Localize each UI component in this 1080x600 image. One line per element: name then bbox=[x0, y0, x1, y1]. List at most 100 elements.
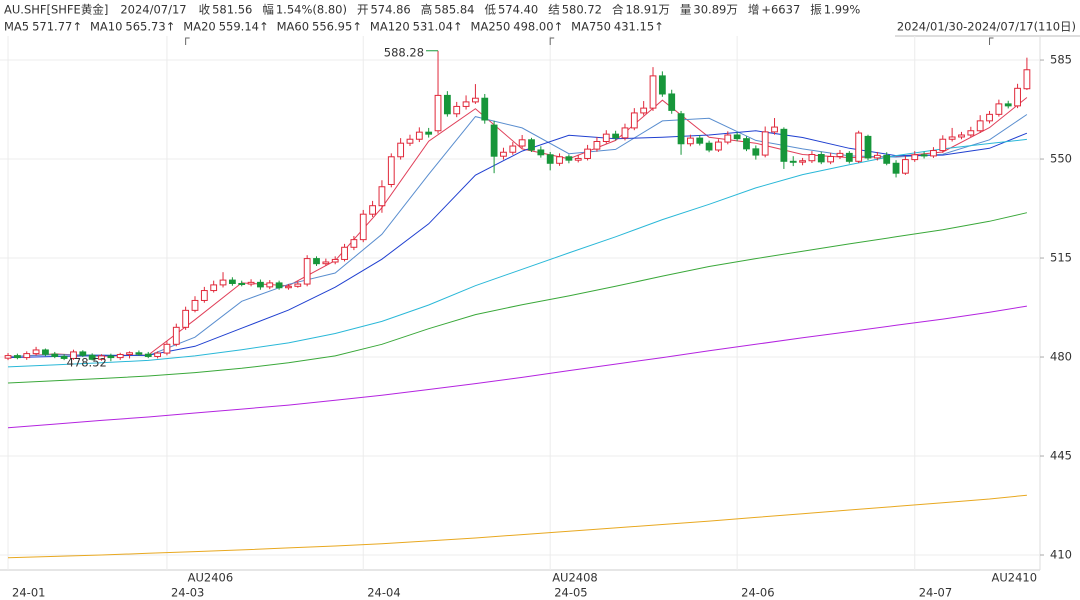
field-value: 1.99% bbox=[824, 3, 861, 17]
candle-body bbox=[687, 137, 694, 145]
candle-body bbox=[247, 281, 255, 285]
contract-label: AU2406 bbox=[188, 571, 234, 585]
candle-body bbox=[341, 246, 348, 260]
candle-body bbox=[948, 136, 956, 140]
candle-body bbox=[163, 343, 171, 354]
candle-body bbox=[182, 309, 190, 328]
candle-body bbox=[1004, 103, 1012, 107]
ma-line bbox=[7, 138, 1027, 368]
candle-body bbox=[658, 75, 666, 95]
legend-name: MA60 bbox=[277, 20, 309, 34]
legend-name: MA250 bbox=[471, 20, 511, 34]
candle-body bbox=[359, 213, 367, 241]
candle-body bbox=[537, 149, 545, 156]
legend-value: 556.95↑ bbox=[312, 20, 362, 34]
candle-body bbox=[116, 353, 124, 359]
legend-name: MA20 bbox=[183, 20, 215, 34]
x-tick-label: 24-07 bbox=[919, 586, 952, 600]
candle-body bbox=[294, 283, 302, 287]
candle-body bbox=[518, 139, 526, 147]
field-value: 580.72 bbox=[562, 3, 602, 17]
x-tick-label: 24-06 bbox=[741, 586, 774, 600]
field-label: 高 bbox=[421, 3, 433, 17]
y-tick-label: 445 bbox=[1050, 449, 1072, 463]
candle-body bbox=[331, 258, 339, 263]
candle-body bbox=[453, 105, 461, 115]
candle-body bbox=[322, 261, 330, 265]
x-tick-label: 24-03 bbox=[171, 586, 204, 600]
y-tick-label: 585 bbox=[1050, 53, 1072, 67]
legend-value: 498.00↑ bbox=[513, 20, 563, 34]
field-value: +6637 bbox=[761, 3, 800, 17]
y-tick-label: 480 bbox=[1050, 350, 1072, 364]
candle-body bbox=[257, 281, 264, 288]
y-tick-label: 515 bbox=[1050, 251, 1072, 265]
candle-body bbox=[574, 157, 582, 161]
candle-body bbox=[845, 152, 853, 162]
candle-body bbox=[668, 93, 676, 111]
field-label: 开 bbox=[357, 3, 369, 17]
candle-body bbox=[911, 154, 919, 161]
field-value: 574.40 bbox=[498, 3, 538, 17]
candle-body bbox=[939, 138, 947, 152]
candle-body bbox=[285, 285, 292, 289]
candle-body bbox=[761, 131, 769, 156]
candle-body bbox=[649, 75, 657, 109]
candle-body bbox=[88, 354, 96, 360]
candle-body bbox=[696, 137, 704, 144]
candle-body bbox=[303, 258, 311, 285]
legend-name: MA120 bbox=[370, 20, 410, 34]
candle-body bbox=[154, 352, 161, 357]
candle-body bbox=[967, 130, 975, 136]
candle-body bbox=[350, 239, 358, 248]
candle-body bbox=[228, 279, 236, 284]
candle-body bbox=[4, 355, 12, 359]
candle-body bbox=[397, 142, 405, 158]
candle-body bbox=[378, 186, 386, 207]
max-label: 588.28 bbox=[384, 45, 424, 59]
contract-marker bbox=[549, 37, 555, 45]
candle-body bbox=[135, 352, 143, 355]
legend-name: MA5 bbox=[4, 20, 29, 34]
contract-label: AU2408 bbox=[552, 571, 598, 585]
field-label: 量 bbox=[680, 3, 692, 17]
candle-body bbox=[32, 349, 40, 355]
field-label: 结 bbox=[548, 3, 560, 17]
candle-body bbox=[387, 156, 395, 185]
y-tick-label: 550 bbox=[1050, 152, 1072, 166]
candle-body bbox=[434, 94, 442, 132]
candle-body bbox=[836, 152, 844, 157]
legend-name: MA750 bbox=[571, 20, 611, 34]
field-value: 574.86 bbox=[370, 3, 410, 17]
candle-body bbox=[509, 145, 517, 153]
candle-body bbox=[98, 355, 105, 360]
candle-body bbox=[789, 160, 797, 163]
field-label: 收 bbox=[199, 3, 211, 17]
field-label: 合 bbox=[612, 3, 624, 17]
candle-body bbox=[238, 282, 246, 285]
candle-body bbox=[995, 103, 1003, 115]
candle-body bbox=[172, 326, 180, 345]
candle-body bbox=[565, 156, 573, 161]
date-range: 2024/01/30-2024/07/17(110日) bbox=[897, 20, 1076, 34]
candle-body bbox=[640, 107, 648, 114]
legend-value: 431.15↑ bbox=[614, 20, 664, 34]
candle-body bbox=[677, 113, 685, 145]
candle-body bbox=[406, 138, 414, 144]
candle-body bbox=[621, 127, 629, 139]
candle-body bbox=[799, 160, 806, 163]
candle-body bbox=[42, 349, 49, 355]
candle-body bbox=[817, 154, 825, 163]
candle-body bbox=[976, 120, 984, 132]
ma-line bbox=[7, 494, 1027, 559]
candle-body bbox=[462, 101, 470, 107]
field-label: 幅 bbox=[262, 3, 274, 17]
candle-body bbox=[752, 148, 760, 156]
candle-body bbox=[1023, 69, 1031, 90]
field-label: 振 bbox=[810, 3, 822, 17]
field-value: 30.89万 bbox=[693, 3, 737, 17]
legend-value: 565.73↑ bbox=[125, 20, 175, 34]
candle-body bbox=[275, 282, 283, 289]
candle-body bbox=[930, 150, 937, 157]
contract-marker bbox=[989, 37, 994, 45]
